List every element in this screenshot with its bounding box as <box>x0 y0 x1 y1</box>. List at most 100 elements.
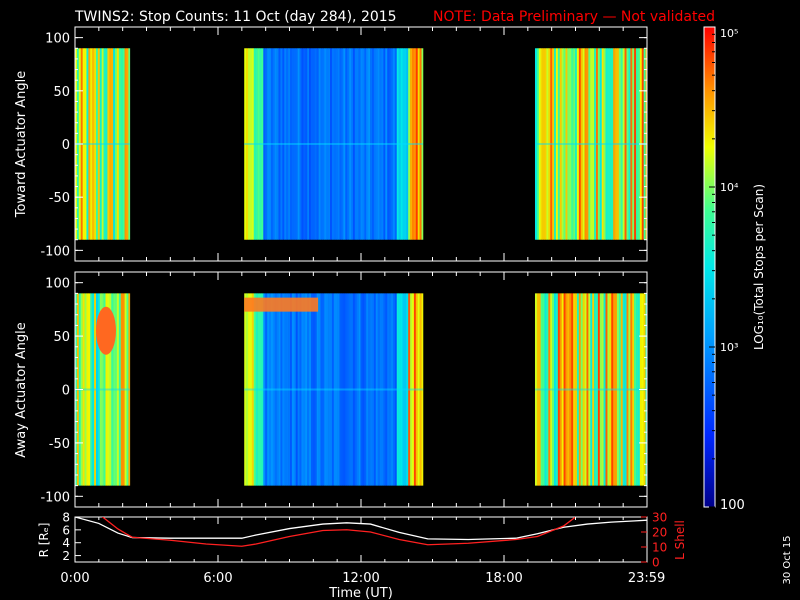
heatmap-cell <box>588 48 591 240</box>
heatmap-cell <box>404 293 407 486</box>
colorbar-tick-label: 10³ <box>720 341 738 354</box>
heatmap-cell <box>548 293 551 486</box>
heatmap-cell <box>534 48 538 240</box>
panel-orbit-ylabel: R [Rₑ] <box>37 523 51 558</box>
heatmap-cell <box>371 48 375 240</box>
heatmap-cell <box>630 293 633 486</box>
heatmap-cell <box>286 293 289 486</box>
heatmap-cell <box>389 48 392 240</box>
heatmap-cell <box>263 48 266 240</box>
heatmap-cell <box>289 293 293 486</box>
y-tick-label: 8 <box>62 511 70 525</box>
heatmap-cell <box>328 48 331 240</box>
heatmap-cell <box>391 48 394 240</box>
heatmap-cell <box>297 48 300 240</box>
heatmap-cell <box>580 48 583 240</box>
heatmap-cell <box>605 293 608 486</box>
heatmap-cell <box>412 48 415 240</box>
heatmap-cell <box>622 293 625 486</box>
heatmap-cell <box>379 48 382 240</box>
heatmap-cell <box>288 293 291 486</box>
heatmap-cell <box>272 48 276 240</box>
heatmap-cell <box>364 293 367 486</box>
heatmap-cell <box>389 293 392 486</box>
heatmap-cell <box>368 48 371 240</box>
heatmap-cell <box>116 293 120 486</box>
heatmap-cell <box>582 48 585 240</box>
heatmap-cell <box>113 48 116 240</box>
heatmap-cell <box>253 293 256 486</box>
heatmap-cell <box>259 48 262 240</box>
heatmap-cell <box>267 48 270 240</box>
heatmap-cell <box>99 293 102 486</box>
heatmap-cell <box>115 48 118 240</box>
heatmap-cell <box>111 48 114 240</box>
heatmap-cell <box>259 293 262 486</box>
heatmap-cell <box>607 293 610 486</box>
heatmap-cell <box>417 48 420 240</box>
heatmap-cell <box>385 48 388 240</box>
heatmap-cell <box>90 48 93 240</box>
heatmap-zero-band <box>244 143 423 145</box>
heatmap-cell <box>624 48 627 240</box>
panel-away: 100 50 0 -50 -100 Away Actuator Angle <box>14 271 648 508</box>
heatmap-cell <box>362 293 365 486</box>
heatmap-cell <box>322 293 325 486</box>
y-tick-label: 50 <box>53 85 70 100</box>
heatmap-cell <box>349 293 352 486</box>
heatmap-cell <box>109 293 112 486</box>
y-tick-label: -100 <box>40 244 70 259</box>
heatmap-cell <box>303 293 306 486</box>
heatmap-cell <box>278 293 281 486</box>
heatmap-cell <box>394 293 398 486</box>
heatmap-cell <box>552 48 555 240</box>
heatmap-cell <box>286 48 289 240</box>
heatmap-cell <box>609 48 612 240</box>
y-tick-label: 50 <box>53 330 70 345</box>
heatmap-cell <box>540 293 543 486</box>
heatmap-cell <box>366 293 369 486</box>
heatmap-cell <box>615 293 618 486</box>
panel-toward-ticks: 100 50 0 -50 -100 <box>40 26 648 262</box>
heatmap-cell <box>328 293 331 486</box>
chart-title: TWINS2: Stop Counts: 11 Oct (day 284), 2… <box>74 9 397 25</box>
heatmap-cell <box>251 48 255 240</box>
heatmap-cell <box>299 48 302 240</box>
heatmap-cell <box>404 48 407 240</box>
heatmap-cell <box>120 48 123 240</box>
heatmap-cell <box>272 293 276 486</box>
heatmap-cell <box>284 293 287 486</box>
heatmap-cell <box>84 293 87 486</box>
heatmap-cell <box>253 48 256 240</box>
heatmap-cell <box>293 48 296 240</box>
heatmap-cell <box>120 293 123 486</box>
heatmap-cell <box>555 293 559 486</box>
heatmap-cell <box>347 48 350 240</box>
heatmap-cell <box>576 48 580 240</box>
heatmap-cell <box>274 293 277 486</box>
heatmap-cell <box>307 293 310 486</box>
heatmap-cell <box>552 293 555 486</box>
y-tick-label-right: 30 <box>652 511 667 525</box>
heatmap-cell <box>618 48 622 240</box>
heatmap-cell <box>345 293 348 486</box>
heatmap-cell <box>354 48 358 240</box>
heatmap-cell <box>366 48 369 240</box>
x-tick-label: 6:00 <box>203 571 232 586</box>
heatmap-cell <box>90 293 93 486</box>
heatmap-away <box>75 293 648 486</box>
heatmap-cell <box>561 48 564 240</box>
heatmap-cell <box>563 48 566 240</box>
heatmap-cell <box>626 48 629 240</box>
heatmap-cell <box>350 48 354 240</box>
heatmap-cell <box>244 293 247 486</box>
heatmap-cell <box>542 48 545 240</box>
heatmap-cell <box>333 293 337 486</box>
heatmap-cell <box>276 48 279 240</box>
heatmap-cell <box>381 48 384 240</box>
heatmap-cell <box>634 293 637 486</box>
heatmap-cell <box>284 48 287 240</box>
heatmap-cell <box>358 48 361 240</box>
heatmap-cell <box>295 48 298 240</box>
